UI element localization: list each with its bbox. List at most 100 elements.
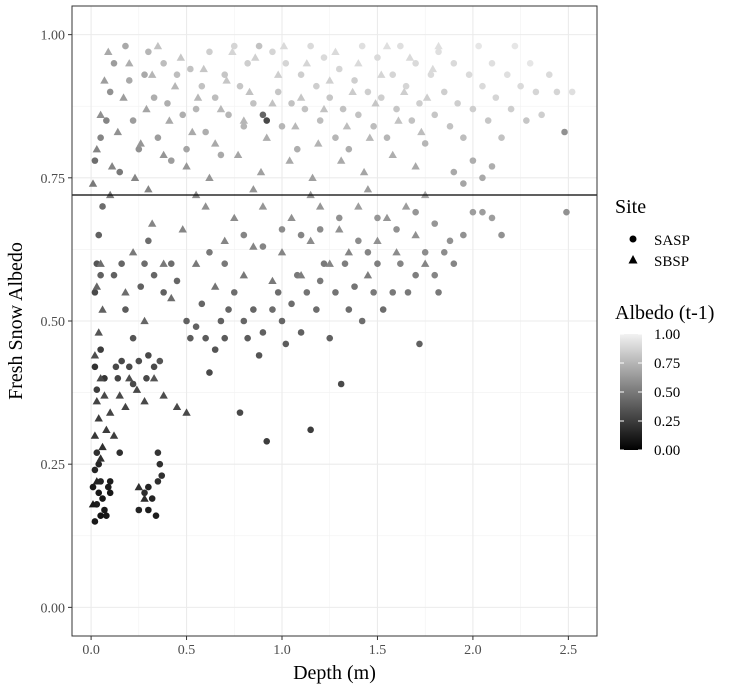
point-sbsp xyxy=(239,116,249,124)
point-sasp xyxy=(511,42,519,50)
point-sasp xyxy=(112,363,120,371)
point-sbsp xyxy=(325,76,334,84)
point-sasp xyxy=(553,88,561,96)
point-sasp xyxy=(97,512,104,520)
point-sasp xyxy=(150,363,158,371)
point-sasp xyxy=(95,231,103,239)
point-sasp xyxy=(141,260,148,268)
colorbar-tick-label: 0.25 xyxy=(654,414,680,430)
point-sasp xyxy=(225,306,232,313)
point-sasp xyxy=(135,506,143,514)
point-sasp xyxy=(91,466,99,474)
point-sasp xyxy=(202,128,209,136)
point-sasp xyxy=(240,231,248,239)
point-sasp xyxy=(250,306,257,313)
point-sasp xyxy=(278,122,286,130)
point-sasp xyxy=(421,248,429,256)
point-sasp xyxy=(479,174,486,182)
point-sasp xyxy=(114,374,122,382)
point-sbsp xyxy=(140,396,149,405)
point-sasp xyxy=(374,260,381,268)
point-sasp xyxy=(297,231,305,239)
point-sasp xyxy=(404,289,412,296)
colorbar-tick-label: 0.00 xyxy=(654,443,680,459)
point-sbsp xyxy=(109,431,119,439)
point-sbsp xyxy=(92,144,102,153)
point-sasp xyxy=(488,214,496,222)
point-sbsp xyxy=(306,236,315,244)
point-sbsp xyxy=(359,167,369,176)
point-sasp xyxy=(118,260,125,268)
point-sbsp xyxy=(268,99,277,107)
point-sasp xyxy=(217,151,225,159)
point-sbsp xyxy=(136,139,145,147)
point-sbsp xyxy=(90,351,100,359)
point-sasp xyxy=(484,117,492,124)
point-sbsp xyxy=(119,93,128,101)
point-sbsp xyxy=(92,396,102,405)
site-legend-title: Site xyxy=(615,196,646,218)
point-sasp xyxy=(389,71,397,79)
point-sbsp xyxy=(285,156,294,164)
point-sasp xyxy=(145,48,152,56)
point-sbsp xyxy=(434,41,443,50)
point-sasp xyxy=(106,478,114,485)
point-sasp xyxy=(225,111,232,119)
point-sasp xyxy=(230,289,238,296)
point-sbsp xyxy=(147,70,157,78)
grid xyxy=(72,6,597,636)
point-sasp xyxy=(116,168,124,176)
point-sasp xyxy=(116,449,124,457)
y-axis-title: Fresh Snow Albedo xyxy=(5,242,27,400)
point-sbsp xyxy=(373,236,382,244)
point-sasp xyxy=(269,306,276,313)
triangle-marker-icon xyxy=(628,255,638,264)
point-sasp xyxy=(278,226,286,233)
colorbar-tick-label: 1.00 xyxy=(654,327,680,343)
point-sbsp xyxy=(98,305,107,313)
point-sbsp xyxy=(104,47,113,55)
point-sasp xyxy=(282,59,290,67)
point-sbsp xyxy=(239,270,249,279)
point-sbsp xyxy=(88,500,98,508)
point-sasp xyxy=(568,88,576,96)
point-sbsp xyxy=(96,374,105,382)
point-sbsp xyxy=(228,47,237,55)
point-sasp xyxy=(358,317,366,325)
point-sasp xyxy=(154,134,162,142)
point-sasp xyxy=(431,271,439,279)
point-sasp xyxy=(332,134,339,142)
y-tick-label: 0.25 xyxy=(41,458,66,473)
point-sbsp xyxy=(296,270,306,279)
point-sasp xyxy=(110,271,118,279)
point-sasp xyxy=(561,128,568,136)
point-sasp xyxy=(118,357,125,365)
point-sbsp xyxy=(96,259,105,267)
point-sasp xyxy=(460,134,467,142)
point-sbsp xyxy=(392,248,401,256)
point-sbsp xyxy=(405,53,415,61)
point-sasp xyxy=(230,42,238,50)
x-tick-label: 2.0 xyxy=(464,643,482,658)
point-sasp xyxy=(545,71,553,79)
albedo-color-legend: Albedo (t-1) 1.00 0.75 0.50 0.25 0.00 xyxy=(615,302,714,459)
point-sbsp xyxy=(149,374,159,382)
point-sbsp xyxy=(115,391,124,399)
point-sbsp xyxy=(302,59,312,67)
point-sasp xyxy=(206,48,213,56)
point-sasp xyxy=(465,71,473,79)
point-sasp xyxy=(377,94,385,101)
point-sasp xyxy=(278,317,286,325)
point-sbsp xyxy=(382,41,392,50)
point-sbsp xyxy=(140,316,149,325)
point-sasp xyxy=(297,71,305,79)
point-sbsp xyxy=(96,110,105,118)
point-sasp xyxy=(137,283,145,290)
point-sasp xyxy=(160,289,167,296)
point-sasp xyxy=(202,334,209,342)
point-sasp xyxy=(179,111,187,119)
legend-label-sasp: SASP xyxy=(654,233,690,249)
point-sasp xyxy=(217,317,225,325)
point-sasp xyxy=(503,71,511,79)
point-sasp xyxy=(167,157,175,164)
